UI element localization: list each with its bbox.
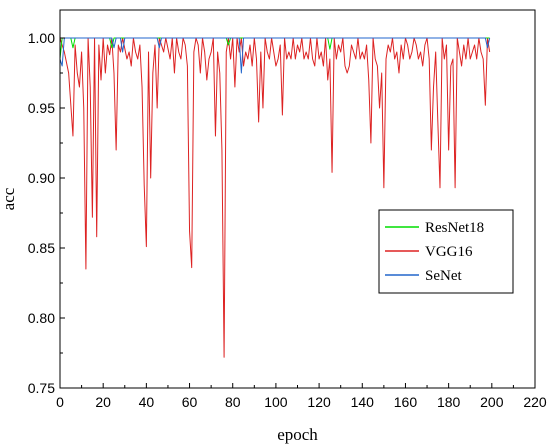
series-line-resnet18	[59, 37, 490, 60]
x-tick-label: 220	[523, 394, 547, 410]
x-tick-label: 100	[264, 394, 288, 410]
x-tick-label: 80	[225, 394, 241, 410]
x-tick-label: 160	[394, 394, 418, 410]
x-tick-label: 20	[95, 394, 111, 410]
x-tick-label: 120	[307, 394, 331, 410]
legend-label: VGG16	[425, 244, 473, 260]
y-tick-label: 0.85	[28, 240, 55, 256]
legend-item-vgg16: VGG16	[385, 244, 473, 260]
legend-label: SeNet	[425, 268, 462, 284]
y-axis: 0.75 0.80 0.85 0.90 0.95 1.00	[28, 30, 65, 396]
y-axis-title: acc	[0, 187, 18, 210]
legend: ResNet18 VGG16 SeNet	[378, 209, 514, 294]
x-tick-label: 40	[139, 394, 155, 410]
x-tick-label: 140	[351, 394, 375, 410]
series-line-vgg16	[59, 37, 491, 358]
y-tick-label: 1.00	[28, 30, 55, 46]
x-tick-label: 0	[56, 394, 64, 410]
plot-lines	[59, 37, 491, 358]
y-tick-label: 0.80	[28, 310, 55, 326]
x-axis: 0 20 40 60 80 100 120 140 160 180 200 220	[56, 383, 547, 410]
y-tick-label: 0.90	[28, 170, 55, 186]
x-tick-label: 60	[182, 394, 198, 410]
legend-label: ResNet18	[425, 220, 484, 236]
x-tick-label: 200	[480, 394, 504, 410]
plot-frame	[59, 9, 536, 389]
legend-item-senet: SeNet	[385, 268, 462, 284]
x-axis-title: epoch	[277, 425, 318, 444]
y-tick-label: 0.75	[28, 380, 55, 396]
x-tick-label: 180	[437, 394, 461, 410]
legend-item-resnet18: ResNet18	[385, 220, 484, 236]
series-line-senet	[59, 37, 491, 74]
y-tick-label: 0.95	[28, 100, 55, 116]
